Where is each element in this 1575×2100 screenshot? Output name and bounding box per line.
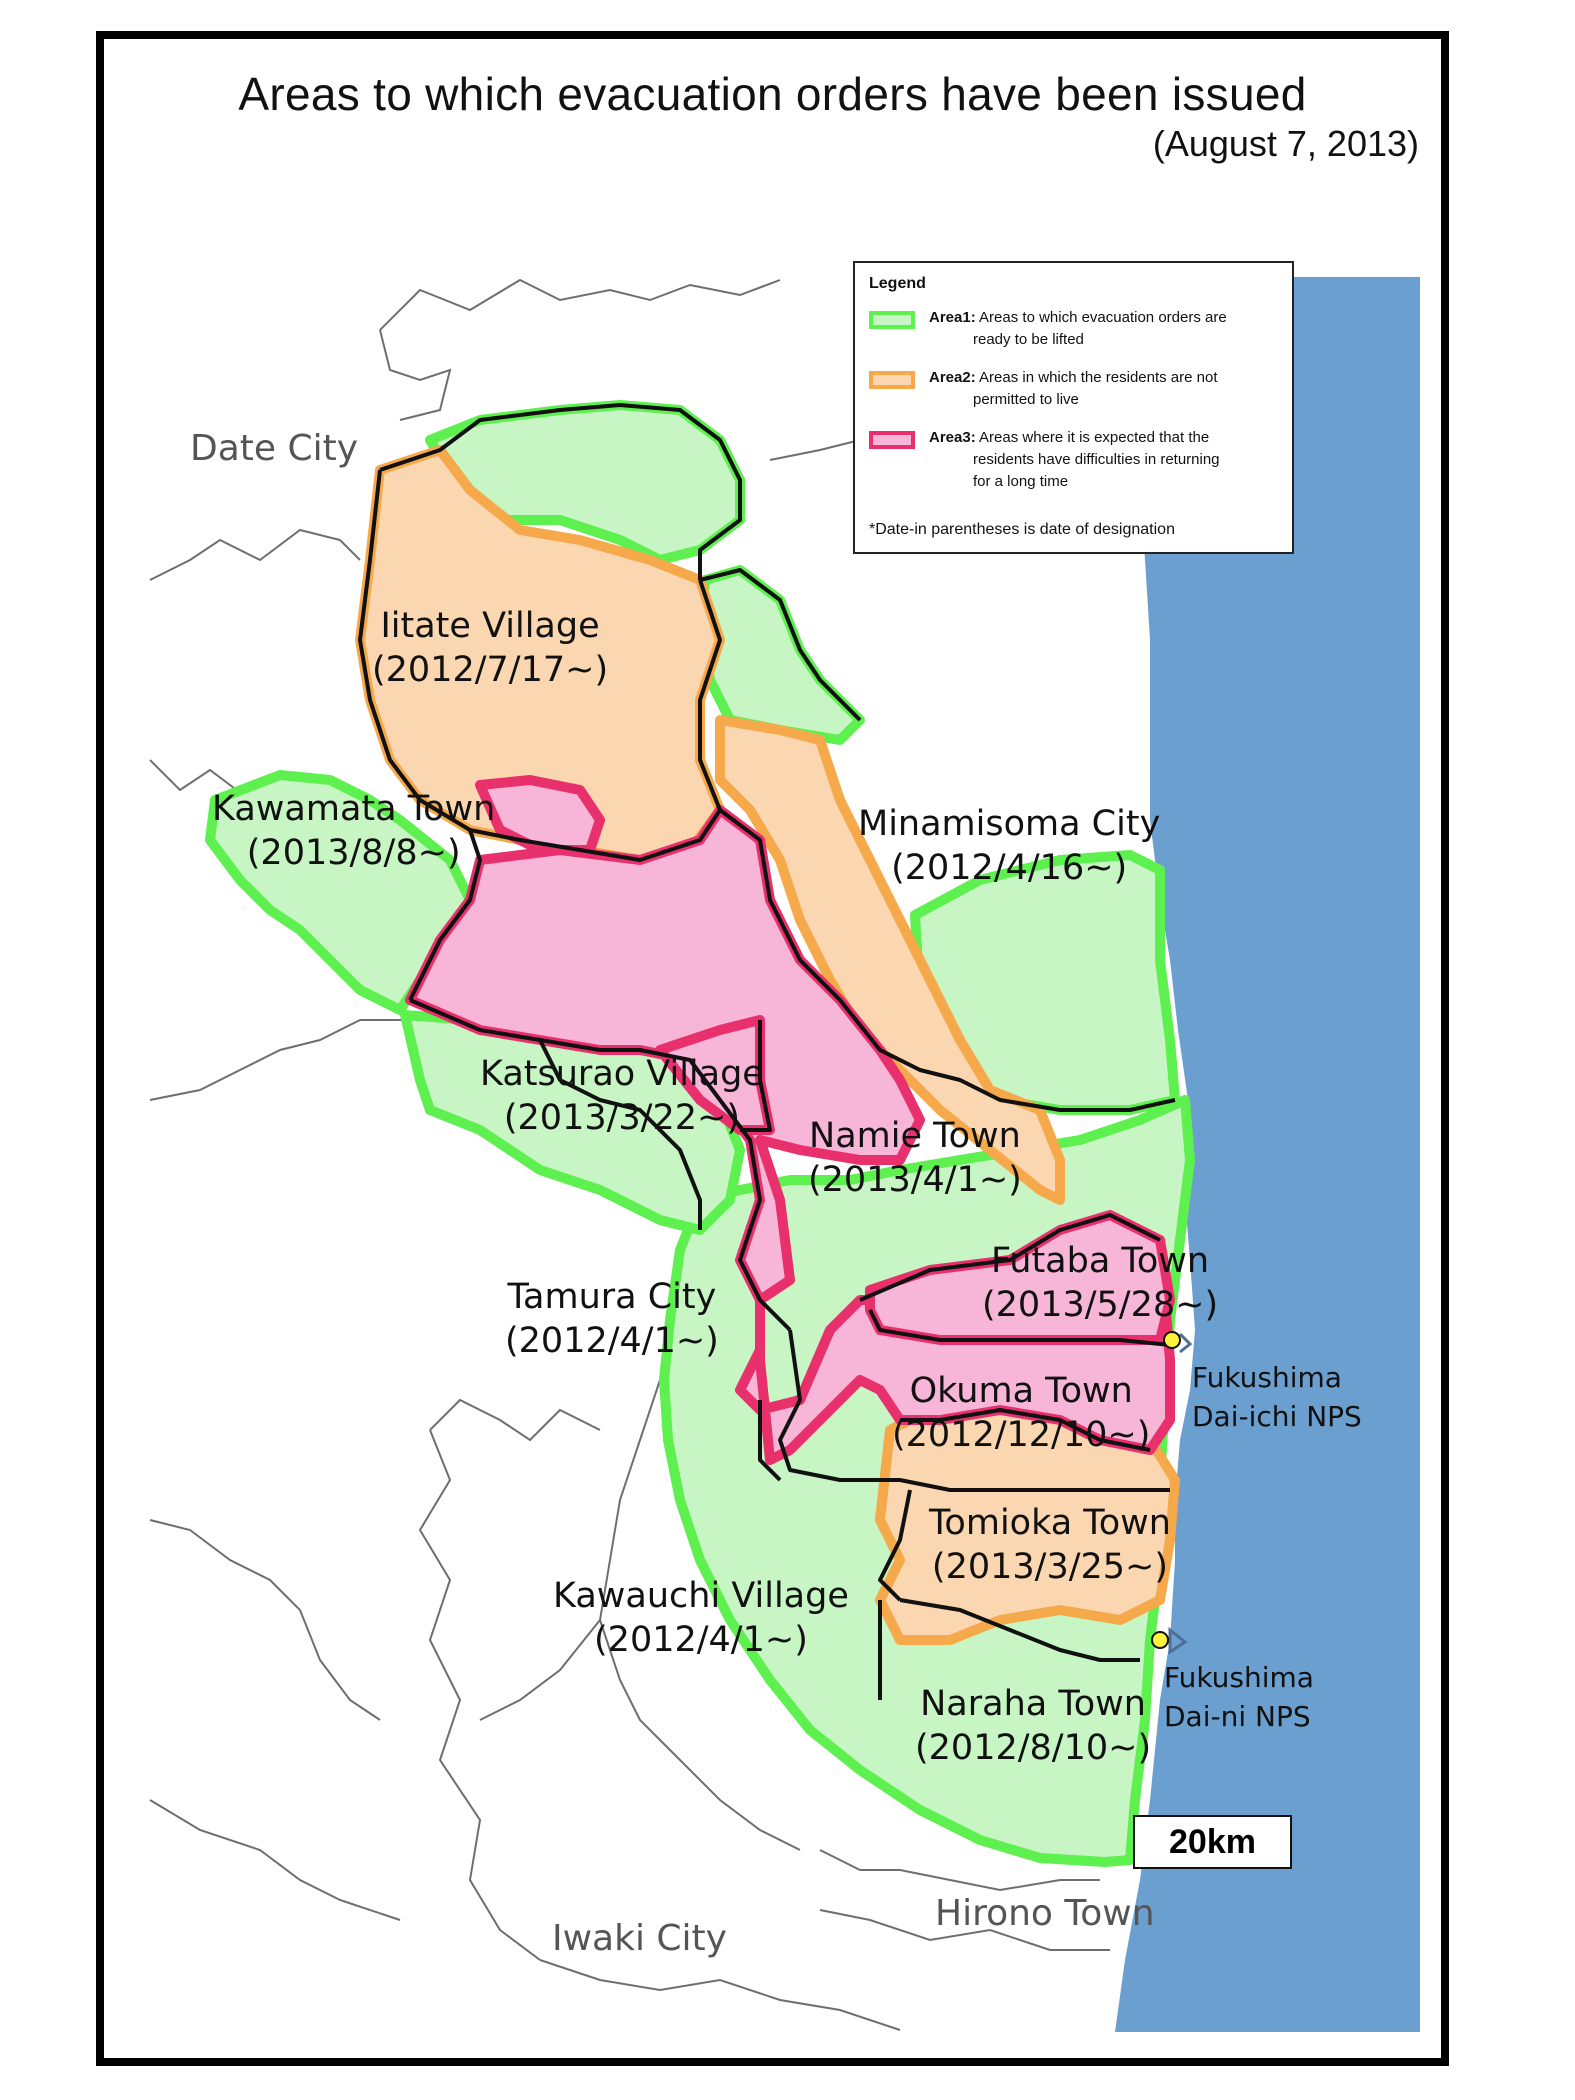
label-tamura-city: Tamura City (2012/4/1~) xyxy=(505,1276,719,1364)
scale-label: 20km xyxy=(1133,1815,1292,1869)
label-iwaki-city: Iwaki City xyxy=(552,1918,727,1959)
area2-swatch xyxy=(869,371,915,389)
area1-ne-strip xyxy=(695,565,865,745)
legend-area2-desc1: Areas in which the residents are not xyxy=(979,369,1218,386)
area2-minamisoma xyxy=(715,715,1065,1205)
map-title: Areas to which evacuation orders have be… xyxy=(238,68,1307,120)
label-date-city: Date City xyxy=(190,428,359,469)
area3-swatch xyxy=(869,431,915,449)
legend-area1-desc2: ready to be lifted xyxy=(973,331,1084,348)
legend-area3-desc3: for a long time xyxy=(973,473,1069,490)
daini-line2: Dai-ni NPS xyxy=(1164,1700,1311,1734)
map-legend: Legend Area1: Areas to which evacuation … xyxy=(853,261,1294,554)
label-minamisoma-city: Minamisoma City (2012/4/16~) xyxy=(858,803,1160,891)
legend-area3-desc1: Areas where it is expected that the xyxy=(979,429,1210,446)
label-kawamata-town: Kawamata Town (2013/8/8~) xyxy=(212,788,495,876)
label-daini-npp: Fukushima Dai-ni NPS xyxy=(1164,1658,1314,1736)
futaba-name: Futaba Town xyxy=(991,1241,1210,1281)
legend-area1-name: Area1: xyxy=(929,309,976,326)
pacific-ocean xyxy=(1078,277,1420,2032)
label-futaba-town: Futaba Town (2013/5/28~) xyxy=(982,1240,1218,1328)
daiichi-line1: Fukushima xyxy=(1192,1361,1342,1394)
namie-date: (2013/4/1~) xyxy=(808,1159,1022,1200)
katsurao-name: Katsurao Village xyxy=(480,1054,764,1094)
daiichi-line2: Dai-ichi NPS xyxy=(1192,1400,1362,1434)
label-okuma-town: Okuma Town (2012/12/10~) xyxy=(892,1370,1150,1458)
map-date: (August 7, 2013) xyxy=(1152,123,1419,164)
label-hirono-town: Hirono Town xyxy=(935,1893,1155,1934)
tamura-name: Tamura City xyxy=(507,1277,717,1317)
okuma-name: Okuma Town xyxy=(909,1371,1133,1411)
daini-line1: Fukushima xyxy=(1164,1661,1314,1694)
namie-name: Namie Town xyxy=(809,1116,1021,1156)
naraha-date: (2012/8/10~) xyxy=(915,1727,1152,1768)
label-naraha-town: Naraha Town (2012/8/10~) xyxy=(915,1683,1151,1771)
legend-area3-desc2: residents have difficulties in returning xyxy=(973,451,1220,468)
kawauchi-name: Kawauchi Village xyxy=(553,1576,849,1616)
kawamata-name: Kawamata Town xyxy=(212,789,496,829)
naraha-name: Naraha Town xyxy=(920,1684,1146,1724)
label-namie-town: Namie Town (2013/4/1~) xyxy=(808,1115,1022,1203)
label-iitate-village: Iitate Village (2012/7/17~) xyxy=(372,605,608,693)
legend-area2-name: Area2: xyxy=(929,369,976,386)
okuma-date: (2012/12/10~) xyxy=(892,1414,1151,1455)
minamisoma-name: Minamisoma City xyxy=(858,804,1161,844)
label-kawauchi-village: Kawauchi Village (2012/4/1~) xyxy=(553,1575,849,1663)
kawamata-date: (2013/8/8~) xyxy=(246,832,461,873)
futaba-date: (2013/5/28~) xyxy=(982,1284,1219,1325)
daiichi-npp-marker xyxy=(1163,1331,1181,1349)
label-tomioka-town: Tomioka Town (2013/3/25~) xyxy=(929,1502,1171,1590)
iitate-date: (2012/7/17~) xyxy=(372,649,609,690)
minamisoma-date: (2012/4/16~) xyxy=(891,847,1128,888)
label-daiichi-npp: Fukushima Dai-ichi NPS xyxy=(1192,1358,1362,1436)
katsurao-date: (2013/3/22~) xyxy=(503,1097,740,1138)
area1-swatch xyxy=(869,311,915,329)
tomioka-date: (2013/3/25~) xyxy=(931,1546,1169,1587)
kawauchi-date: (2012/4/1~) xyxy=(594,1619,808,1660)
legend-note: *Date-in parentheses is date of designat… xyxy=(869,521,1175,538)
iitate-name: Iitate Village xyxy=(380,606,600,646)
area3-iitate-south xyxy=(475,775,605,855)
legend-area1-desc1: Areas to which evacuation orders are xyxy=(979,309,1227,326)
legend-title: Legend xyxy=(869,275,926,292)
npp-markers xyxy=(1151,1331,1193,1655)
legend-area3-name: Area3: xyxy=(929,429,976,446)
legend-area2-desc2: permitted to live xyxy=(973,391,1079,408)
municipal-borders xyxy=(358,403,1176,1700)
label-katsurao-village: Katsurao Village (2013/3/22~) xyxy=(480,1053,764,1141)
daiichi-arrow-icon xyxy=(1178,1332,1193,1354)
tomioka-name: Tomioka Town xyxy=(929,1503,1171,1543)
tamura-date: (2012/4/1~) xyxy=(505,1320,719,1361)
daini-npp-marker xyxy=(1151,1631,1169,1649)
daini-arrow-icon xyxy=(1168,1626,1188,1655)
